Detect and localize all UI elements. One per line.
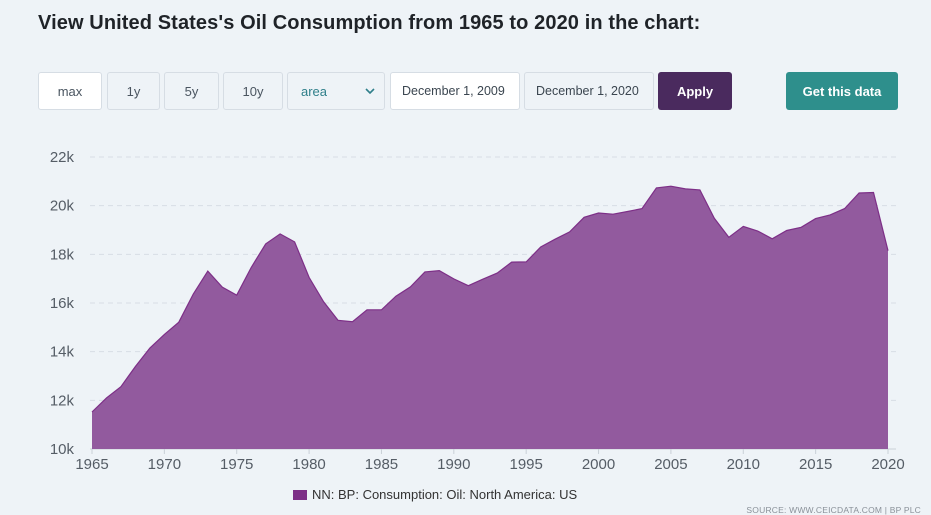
series-line: [91, 185, 889, 413]
legend-swatch: [293, 489, 307, 500]
y-tick-label: 16k: [50, 295, 75, 312]
y-tick-label: 14k: [50, 344, 75, 361]
chart-type-select[interactable]: area: [287, 72, 385, 110]
x-tick-label: 2010: [727, 456, 760, 473]
legend-label: NN: BP: Consumption: Oil: North America:…: [312, 487, 578, 502]
get-data-button[interactable]: Get this data: [786, 72, 898, 110]
x-tick-label: 1990: [437, 456, 470, 473]
y-tick-label: 12k: [50, 392, 75, 409]
page-title: View United States's Oil Consumption fro…: [38, 12, 701, 34]
range-1y-button[interactable]: 1y: [107, 72, 160, 110]
x-tick-label: 1970: [148, 456, 181, 473]
x-tick-label: 2005: [654, 456, 687, 473]
x-tick-label: 2000: [582, 456, 615, 473]
chart-type-value: area: [301, 83, 328, 99]
x-tick-label: 1985: [365, 456, 398, 473]
x-tick-label: 1975: [220, 456, 253, 473]
range-5y-button[interactable]: 5y: [164, 72, 219, 110]
range-max-button[interactable]: max: [38, 72, 102, 110]
x-tick-label: 1980: [292, 456, 325, 473]
x-tick-label: 1995: [509, 456, 542, 473]
range-10y-button[interactable]: 10y: [223, 72, 283, 110]
y-tick-label: 18k: [50, 246, 75, 263]
y-tick-label: 10k: [50, 441, 75, 458]
end-date-input[interactable]: December 1, 2020: [524, 72, 654, 110]
chevron-down-icon: [365, 88, 375, 95]
start-date-input[interactable]: December 1, 2009: [390, 72, 520, 110]
x-tick-label: 1965: [75, 456, 108, 473]
chart-legend[interactable]: NN: BP: Consumption: Oil: North America:…: [293, 487, 577, 502]
x-tick-label: 2015: [799, 456, 832, 473]
apply-button[interactable]: Apply: [658, 72, 732, 110]
series-area: [92, 186, 888, 449]
source-note: SOURCE: WWW.CEICDATA.COM | BP PLC: [746, 505, 921, 515]
y-tick-label: 20k: [50, 198, 75, 215]
x-tick-label: 2020: [871, 456, 904, 473]
y-tick-label: 22k: [50, 149, 75, 166]
